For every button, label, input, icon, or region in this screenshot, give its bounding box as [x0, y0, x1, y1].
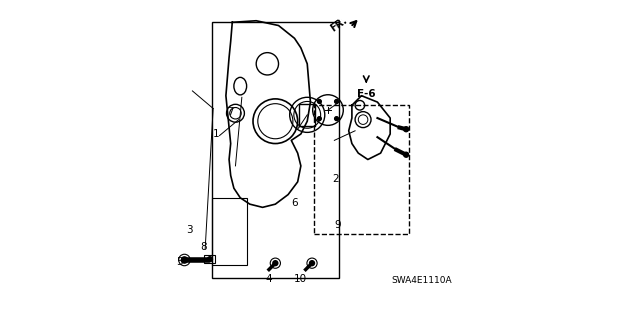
Circle shape: [335, 117, 339, 121]
Circle shape: [180, 256, 188, 264]
Text: 5: 5: [177, 256, 183, 267]
Circle shape: [335, 100, 339, 103]
Circle shape: [317, 117, 321, 121]
Circle shape: [317, 100, 321, 103]
Text: 2: 2: [333, 174, 339, 184]
Text: 1: 1: [213, 129, 220, 139]
Bar: [212, 22, 339, 278]
Text: FR.: FR.: [328, 15, 349, 33]
Bar: [204, 255, 215, 263]
Text: SWA4E1110A: SWA4E1110A: [392, 276, 452, 285]
Circle shape: [207, 256, 213, 262]
Circle shape: [403, 126, 410, 132]
Bar: [212, 198, 246, 265]
Text: 4: 4: [266, 274, 272, 284]
Circle shape: [309, 260, 316, 266]
Text: E-6: E-6: [357, 89, 376, 99]
Text: 7: 7: [227, 107, 234, 117]
Circle shape: [272, 260, 278, 266]
Circle shape: [403, 152, 410, 158]
Text: 8: 8: [200, 242, 207, 252]
Bar: [314, 105, 410, 234]
Text: 9: 9: [334, 220, 341, 230]
Text: 3: 3: [186, 225, 193, 235]
Text: 6: 6: [291, 197, 298, 208]
Text: 10: 10: [294, 274, 307, 284]
